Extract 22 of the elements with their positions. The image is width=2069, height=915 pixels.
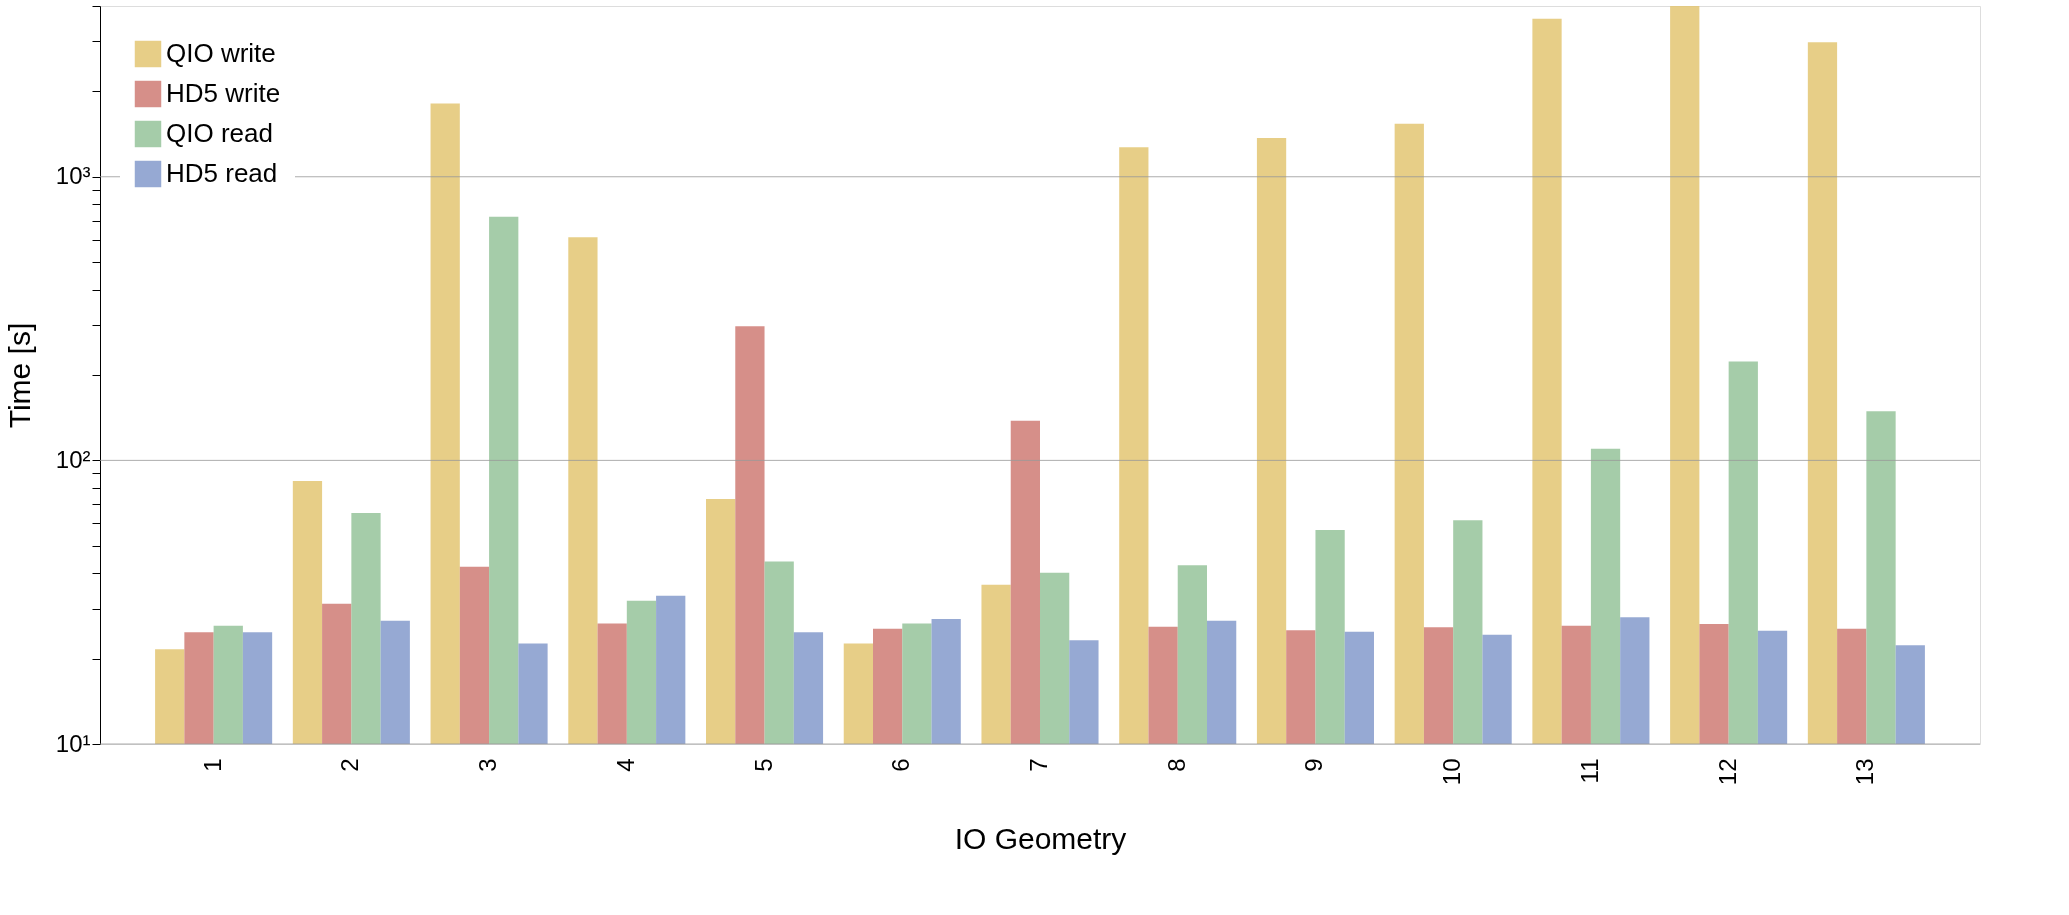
x-tick-label: 10	[1438, 758, 1466, 786]
x-tick-label: 9	[1300, 758, 1328, 772]
x-tick-label: 4	[611, 758, 639, 772]
x-tick-label: 11	[1575, 758, 1603, 784]
x-tick-label: 3	[474, 758, 502, 772]
y-axis-title: Time [s]	[2, 322, 36, 429]
legend-label: HD5 write	[166, 78, 281, 108]
legend-label: HD5 read	[166, 158, 278, 188]
y-tick-label: 10¹	[55, 729, 91, 757]
x-tick-label: 1	[198, 758, 226, 772]
x-tick-label: 13	[1851, 758, 1879, 786]
x-tick-label: 2	[336, 758, 364, 772]
y-tick-label: 10²	[55, 445, 91, 473]
x-tick-label: 6	[887, 758, 915, 772]
legend-label: QIO write	[166, 38, 276, 68]
x-tick-label: 7	[1025, 758, 1052, 772]
x-tick-label: 8	[1162, 758, 1190, 772]
x-tick-label: 12	[1713, 758, 1741, 786]
x-tick-label: 5	[749, 758, 777, 772]
legend-label: QIO read	[166, 118, 273, 148]
y-tick-label: 10³	[55, 162, 91, 190]
x-axis-title: IO Geometry	[954, 822, 1127, 856]
